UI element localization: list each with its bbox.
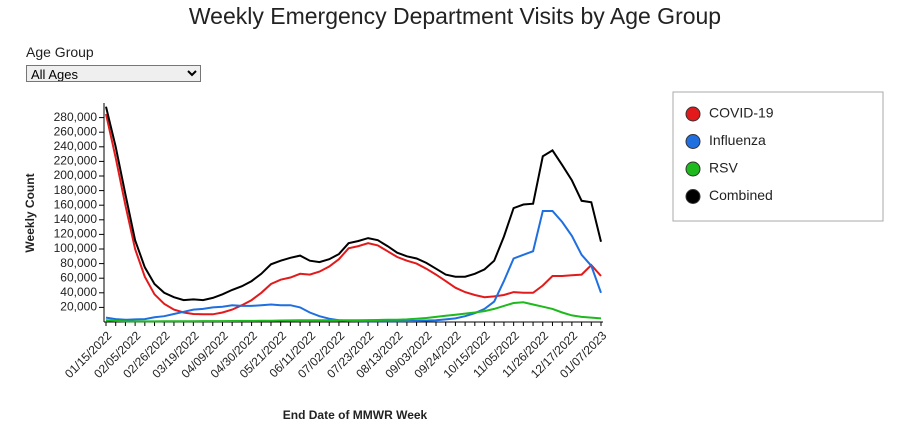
y-tick-label: 100,000	[54, 241, 98, 255]
x-tick-label: 12/17/2022	[528, 328, 581, 381]
y-tick-label: 240,000	[54, 139, 98, 153]
y-axis-title: Weekly Count	[23, 173, 37, 252]
x-tick-label: 08/13/2022	[353, 328, 406, 381]
series-line	[105, 113, 602, 316]
x-tick-label: 01/07/2023	[557, 328, 610, 381]
legend-swatch	[685, 161, 701, 177]
series-line	[105, 301, 602, 323]
series-line	[105, 210, 602, 323]
y-tick-label: 120,000	[54, 227, 98, 241]
x-tick-label: 06/11/2022	[266, 328, 318, 380]
legend-swatch	[685, 134, 701, 149]
x-tick-label: 04/09/2022	[178, 328, 231, 381]
legend-swatch	[685, 189, 701, 204]
x-tick-label: 11/26/2022	[499, 328, 551, 380]
x-tick-label: 11/05/2022	[470, 328, 522, 380]
x-tick-label: 07/23/2022	[324, 328, 377, 381]
legend-swatch	[685, 106, 701, 122]
y-tick-label: 40,000	[60, 285, 97, 299]
filter-label: Age Group	[26, 44, 94, 60]
x-tick-label: 09/24/2022	[411, 328, 464, 381]
x-axis-title: End Date of MMWR Week	[283, 408, 428, 422]
x-tick-label: 07/02/2022	[295, 328, 348, 381]
y-tick-label: 80,000	[60, 256, 97, 270]
y-tick-label: 140,000	[54, 212, 98, 226]
y-tick-label: 200,000	[54, 168, 98, 182]
x-tick-label: 01/15/2022	[62, 328, 115, 381]
x-tick-label: 02/05/2022	[91, 328, 144, 381]
x-tick-label: 02/26/2022	[120, 328, 173, 381]
series-line	[105, 106, 602, 302]
legend-label: COVID-19	[709, 105, 774, 121]
x-tick-label: 05/21/2022	[237, 328, 290, 381]
y-tick-label: 180,000	[54, 183, 98, 197]
chart-title: Weekly Emergency Department Visits by Ag…	[189, 3, 721, 29]
y-tick-label: 20,000	[60, 300, 97, 314]
legend-box	[672, 91, 884, 222]
y-tick-label: 220,000	[54, 154, 98, 168]
legend-label: RSV	[709, 160, 738, 176]
y-tick-label: 260,000	[54, 124, 98, 138]
y-tick-label: 60,000	[60, 270, 97, 284]
x-tick-label: 09/03/2022	[382, 328, 435, 381]
x-tick-label: 03/19/2022	[149, 328, 202, 381]
legend-label: Influenza	[709, 132, 766, 148]
x-tick-label: 10/15/2022	[441, 328, 494, 381]
x-tick-label: 04/30/2022	[208, 328, 261, 381]
y-tick-label: 280,000	[54, 110, 98, 124]
y-tick-label: 160,000	[54, 197, 98, 211]
age-group-select[interactable]: All Ages	[26, 65, 201, 82]
legend-label: Combined	[709, 187, 773, 203]
